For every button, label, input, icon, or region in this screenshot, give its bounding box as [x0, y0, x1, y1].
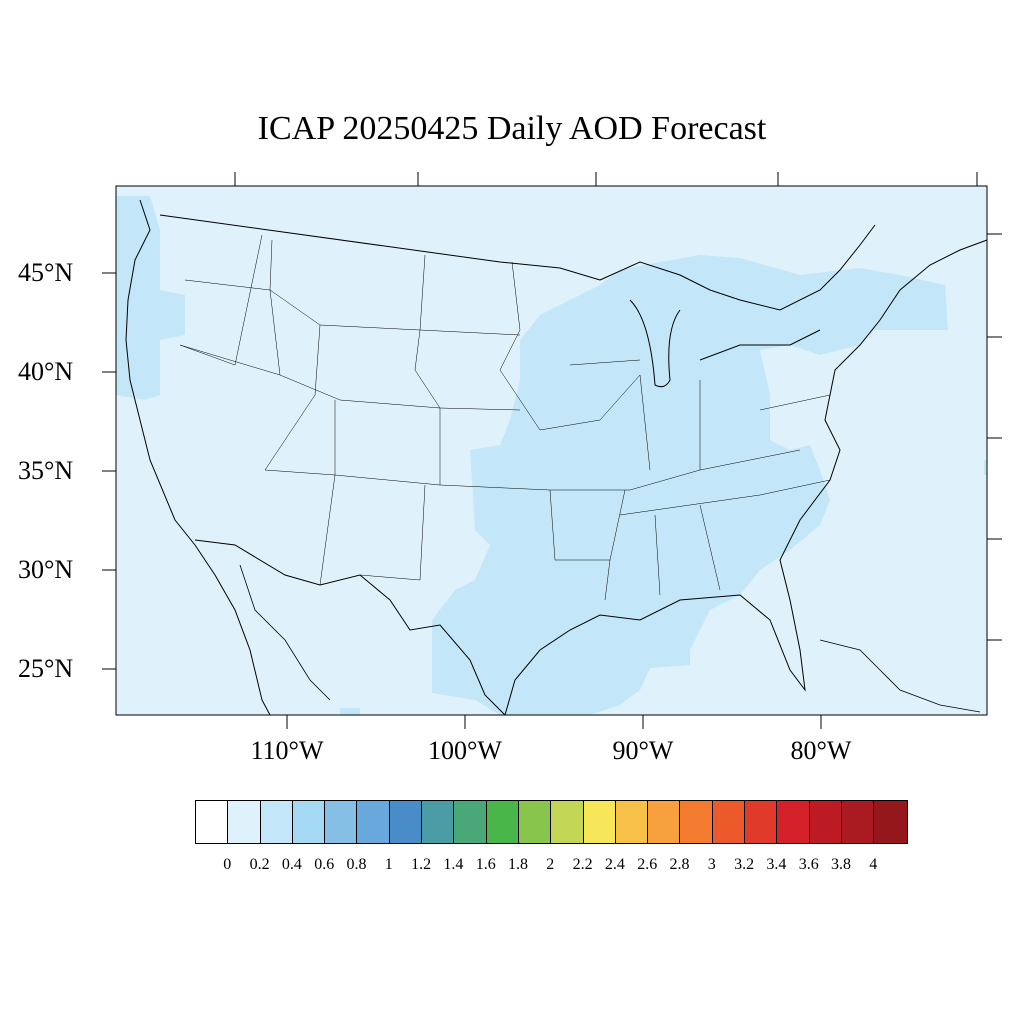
colorbar-swatch-6	[389, 801, 423, 843]
colorbar-swatch-21	[874, 801, 907, 843]
colorbar-label: 2.6	[637, 856, 658, 873]
colorbar-swatch-11	[551, 801, 584, 843]
colorbar-label: 0.8	[346, 856, 367, 873]
colorbar-label: 2	[546, 856, 555, 873]
colorbar-label: 1.6	[475, 856, 496, 873]
colorbar-swatch-7	[422, 801, 455, 843]
colorbar-label: 3	[707, 856, 716, 873]
lat-ticks	[102, 233, 1002, 670]
lon-label-100w: 100°W	[428, 736, 502, 765]
colorbar-swatch-0	[196, 801, 229, 843]
colorbar-label: 0.2	[249, 856, 270, 873]
colorbar-label: 0.4	[281, 856, 302, 873]
colorbar-label: 0	[223, 856, 232, 873]
lon-ticks	[234, 172, 978, 729]
us-outline	[125, 199, 988, 716]
colorbar-label: 0.6	[314, 856, 335, 873]
colorbar-label: 2.2	[572, 856, 593, 873]
colorbar-swatch-2	[260, 801, 293, 843]
colorbar-swatch-10	[518, 801, 552, 843]
colorbar-swatch-16	[712, 801, 746, 843]
colorbar-swatch-14	[648, 801, 681, 843]
state-boundaries	[179, 234, 831, 601]
colorbar-swatch-12	[583, 801, 616, 843]
colorbar-swatch-3	[292, 801, 326, 843]
map-frame	[115, 185, 988, 716]
colorbar-swatch-18	[777, 801, 810, 843]
lat-label-25n: 25°N	[18, 654, 74, 683]
map-title: ICAP 20250425 Daily AOD Forecast	[257, 110, 767, 147]
colorbar-swatch-9	[486, 801, 519, 843]
colorbar-label: 3.2	[734, 856, 755, 873]
lat-label-45n: 45°N	[18, 258, 74, 287]
aod-elevated-region	[116, 196, 987, 715]
colorbar-label: 3.4	[766, 856, 787, 873]
lon-label-90w: 90°W	[612, 736, 674, 765]
colorbar-swatch-8	[454, 801, 487, 843]
coastline-islands	[239, 564, 981, 713]
colorbar-label: 3.8	[831, 856, 851, 873]
lon-label-110w: 110°W	[250, 736, 324, 765]
colorbar-swatch-15	[680, 801, 713, 843]
colorbar-label: 2.4	[604, 856, 625, 873]
colorbar-label: 2.8	[669, 856, 690, 873]
colorbar-swatch-4	[325, 801, 358, 843]
colorbar-label: 3.6	[798, 856, 819, 873]
lat-label-30n: 30°N	[18, 555, 74, 584]
lat-label-35n: 35°N	[18, 456, 74, 485]
colorbar-swatch-19	[809, 801, 842, 843]
colorbar-label: 1.8	[508, 856, 528, 873]
lat-label-40n: 40°N	[18, 357, 74, 386]
colorbar-swatch-20	[841, 801, 875, 843]
colorbar-label: 1.2	[411, 856, 432, 873]
colorbar-swatch-13	[615, 801, 649, 843]
colorbar-swatch-17	[745, 801, 778, 843]
colorbar-label: 1	[384, 856, 393, 873]
colorbar-swatch-1	[228, 801, 261, 843]
colorbar-label: 4	[869, 856, 878, 873]
lon-label-80w: 80°W	[790, 736, 852, 765]
colorbar-swatch-5	[357, 801, 390, 843]
colorbar-label: 1.4	[443, 856, 464, 873]
aod-colorbar	[195, 800, 908, 844]
